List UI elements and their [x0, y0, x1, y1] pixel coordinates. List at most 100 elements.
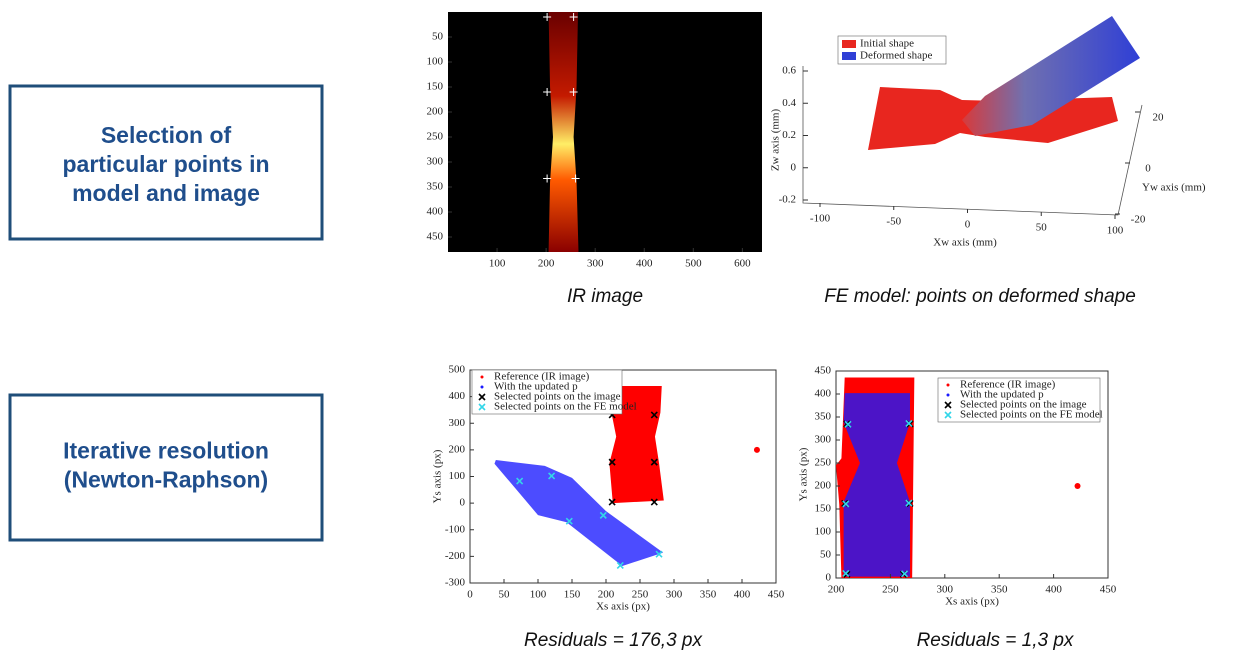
selected-point — [844, 420, 852, 428]
legend-label: Initial shape — [860, 38, 914, 50]
selected-point — [608, 458, 616, 466]
y-tick-label: 100 — [427, 56, 444, 68]
y-axis-label: Ys axis (px) — [432, 449, 444, 503]
selected-point — [650, 498, 658, 506]
x-tick-label: 400 — [734, 589, 751, 601]
legend-marker — [944, 411, 952, 419]
box-text: Selection of — [101, 122, 232, 148]
x-tick-label: 450 — [1100, 584, 1117, 596]
legend-label: With the updated p — [960, 389, 1044, 401]
axis-frame — [802, 66, 1143, 216]
x-tick-label: 250 — [632, 589, 649, 601]
z-tick-label: 0.4 — [782, 97, 796, 109]
selected-point — [565, 517, 573, 525]
caption: FE model: points on deformed shape — [824, 286, 1136, 307]
x-tick-label: 0 — [965, 219, 971, 231]
y-tick-label: 350 — [815, 411, 832, 423]
x-axis-label: Xw axis (mm) — [933, 237, 997, 249]
y-tick-label: 0 — [1145, 163, 1151, 175]
selected-point — [571, 174, 580, 183]
legend-box — [471, 369, 623, 415]
y-tick-label: -300 — [445, 577, 466, 589]
x-tick-label: 500 — [685, 258, 702, 270]
y-axis-label: Ys axis (px) — [798, 447, 810, 501]
y-tick-label: -20 — [1131, 214, 1146, 226]
box-text: model and image — [72, 180, 260, 206]
x-tick-label: 350 — [991, 584, 1008, 596]
caption: IR image — [567, 286, 643, 307]
x-tick-label: 300 — [937, 584, 954, 596]
y-tick-label: 100 — [815, 526, 832, 538]
legend-marker — [480, 375, 484, 379]
selected-point — [655, 550, 663, 558]
x-tick-label: 600 — [734, 258, 751, 270]
y-tick-label: 350 — [427, 181, 444, 193]
selected-point — [905, 419, 913, 428]
legend-label: Reference (IR image) — [494, 371, 590, 383]
legend-marker — [478, 393, 486, 401]
selected-point — [569, 88, 578, 96]
y-tick-label: 150 — [427, 81, 444, 93]
y-tick-label: 200 — [815, 480, 832, 492]
selected-point — [650, 411, 658, 419]
legend-marker — [944, 401, 952, 409]
y-tick-label: 50 — [432, 31, 444, 43]
reference-point — [753, 446, 760, 453]
x-axis-label: Xs axis (px) — [945, 596, 999, 608]
legend-label: Selected points on the FE model — [494, 401, 637, 413]
selected-point — [905, 499, 913, 507]
x-tick-label: 400 — [1045, 584, 1062, 596]
updated-cloud — [494, 459, 664, 566]
y-tick-label: -100 — [445, 523, 466, 535]
selected-point — [599, 511, 607, 519]
z-tick-label: 0 — [791, 161, 797, 173]
x-tick-label: 300 — [587, 258, 604, 270]
x-tick-label: 400 — [636, 258, 653, 270]
x-tick-label: 100 — [1107, 225, 1124, 237]
x-tick-label: 450 — [768, 589, 785, 601]
y-tick-label: 400 — [815, 388, 832, 400]
x-tick-label: 300 — [666, 589, 683, 601]
selected-point — [543, 174, 552, 183]
legend-label: Selected points on the image — [960, 399, 1087, 411]
legend-marker — [946, 383, 950, 387]
x-tick-label: 200 — [598, 589, 615, 601]
reference-cloud — [609, 385, 664, 504]
legend-label: Selected points on the image — [494, 391, 621, 403]
y-tick-label: 300 — [815, 434, 832, 446]
legend-label: Reference (IR image) — [960, 379, 1056, 391]
y-tick-label: 400 — [427, 206, 444, 218]
y-tick-label: -200 — [445, 550, 466, 562]
y-tick-label: 300 — [427, 156, 444, 168]
x-tick-label: 0 — [467, 589, 473, 601]
selected-point — [650, 458, 658, 466]
y-tick-label: 0 — [826, 572, 832, 584]
ir-specimen — [548, 12, 579, 252]
x-tick-label: 150 — [564, 589, 581, 601]
y-tick-label: 250 — [427, 131, 444, 143]
legend-marker — [842, 52, 856, 60]
selected-point — [616, 561, 624, 569]
box-text: Iterative resolution — [63, 438, 269, 464]
legend-marker — [946, 393, 950, 397]
selected-point — [543, 13, 552, 21]
y-tick-label: 450 — [427, 231, 444, 243]
x-tick-label: 50 — [1036, 222, 1048, 234]
y-tick-label: 200 — [449, 443, 466, 455]
legend-marker — [478, 403, 486, 411]
selected-point — [842, 569, 850, 577]
legend-label: Deformed shape — [860, 50, 933, 62]
box-frame — [8, 84, 324, 241]
selected-point — [569, 13, 578, 21]
deformed-shape — [962, 16, 1140, 136]
box-text: (Newton-Raphson) — [64, 467, 268, 493]
box-text: particular points in — [62, 151, 269, 177]
x-tick-label: 250 — [882, 584, 899, 596]
legend-marker — [842, 40, 856, 48]
y-tick-label: 400 — [449, 390, 466, 402]
z-tick-label: 0.6 — [782, 65, 796, 77]
x-axis-label: Xs axis (px) — [596, 601, 650, 613]
reference-point — [1074, 483, 1081, 489]
y-tick-label: 20 — [1153, 112, 1165, 124]
